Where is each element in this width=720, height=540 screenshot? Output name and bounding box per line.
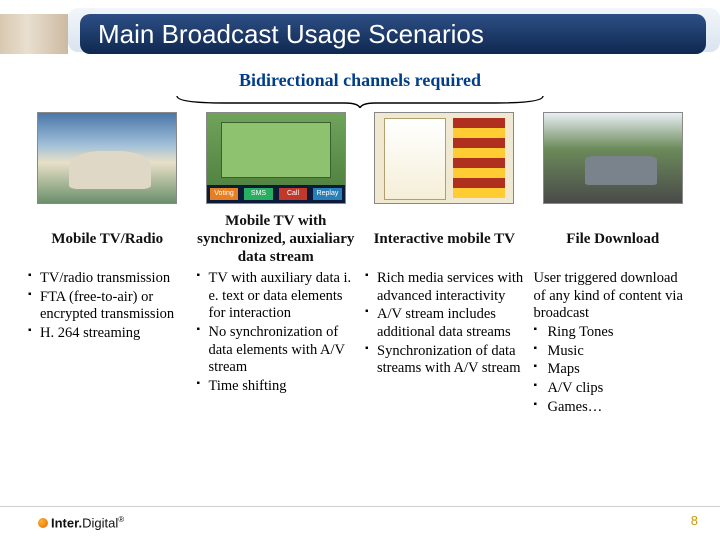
bullet: A/V stream includes additional data stre…: [365, 306, 524, 341]
logo-part-a: Inter.: [51, 515, 82, 530]
logo-part-b: Digital: [82, 515, 118, 530]
bullet: TV/radio transmission: [28, 270, 187, 288]
interdigital-logo: Inter.Digital®: [38, 515, 124, 530]
bullet: TV with auxiliary data i. e. text or dat…: [197, 270, 356, 323]
registered-icon: ®: [118, 515, 124, 524]
thumb-btn: Call: [279, 188, 308, 200]
thumbnail-row: Voting SMS Call Replay: [0, 108, 720, 204]
bullet: Ring Tones: [534, 324, 693, 342]
bullet: A/V clips: [534, 380, 693, 398]
col-header-4: File Download: [534, 212, 693, 268]
curly-brace-icon: [175, 94, 545, 108]
bullet: Maps: [534, 361, 693, 379]
col-header-3: Interactive mobile TV: [365, 212, 524, 268]
bullet: Music: [534, 343, 693, 361]
col-4: User triggered download of any kind of c…: [534, 270, 693, 418]
bullet: H. 264 streaming: [28, 325, 187, 343]
col4-lead: User triggered download of any kind of c…: [534, 270, 693, 323]
bullet: No synchronization of data elements with…: [197, 324, 356, 377]
bullet-columns: TV/radio transmission FTA (free-to-air) …: [0, 268, 720, 418]
slide-footer: Inter.Digital® 8: [0, 506, 720, 532]
subtitle: Bidirectional channels required: [239, 70, 481, 92]
page-number: 8: [691, 513, 698, 528]
slide-title: Main Broadcast Usage Scenarios: [80, 14, 706, 54]
col-2: TV with auxiliary data i. e. text or dat…: [197, 270, 356, 418]
thumb-mobile-tv-aux: Voting SMS Call Replay: [206, 112, 346, 204]
bullet: Synchronization of data streams with A/V…: [365, 343, 524, 378]
bullet: FTA (free-to-air) or encrypted transmiss…: [28, 289, 187, 324]
slide-header: Main Broadcast Usage Scenarios: [0, 0, 720, 62]
bullet: Time shifting: [197, 378, 356, 396]
thumb-file-download: [543, 112, 683, 204]
thumb-btn: Replay: [313, 188, 342, 200]
logo-dot-icon: [38, 518, 48, 528]
header-photo-strip: [0, 14, 68, 54]
col-header-2: Mobile TV with synchronized, auxialiary …: [197, 212, 356, 268]
col-header-1: Mobile TV/Radio: [28, 212, 187, 268]
bullet: Rich media services with advanced intera…: [365, 270, 524, 305]
subtitle-wrap: Bidirectional channels required: [0, 70, 720, 108]
thumb-btn: SMS: [244, 188, 273, 200]
thumb-button-strip: Voting SMS Call Replay: [207, 185, 345, 203]
col-1: TV/radio transmission FTA (free-to-air) …: [28, 270, 187, 418]
bullet: Games…: [534, 399, 693, 417]
column-headers: Mobile TV/Radio Mobile TV with synchroni…: [0, 204, 720, 268]
thumb-mobile-tv-radio: [37, 112, 177, 204]
thumb-interactive-tv: [374, 112, 514, 204]
col-3: Rich media services with advanced intera…: [365, 270, 524, 418]
thumb-btn: Voting: [210, 188, 239, 200]
